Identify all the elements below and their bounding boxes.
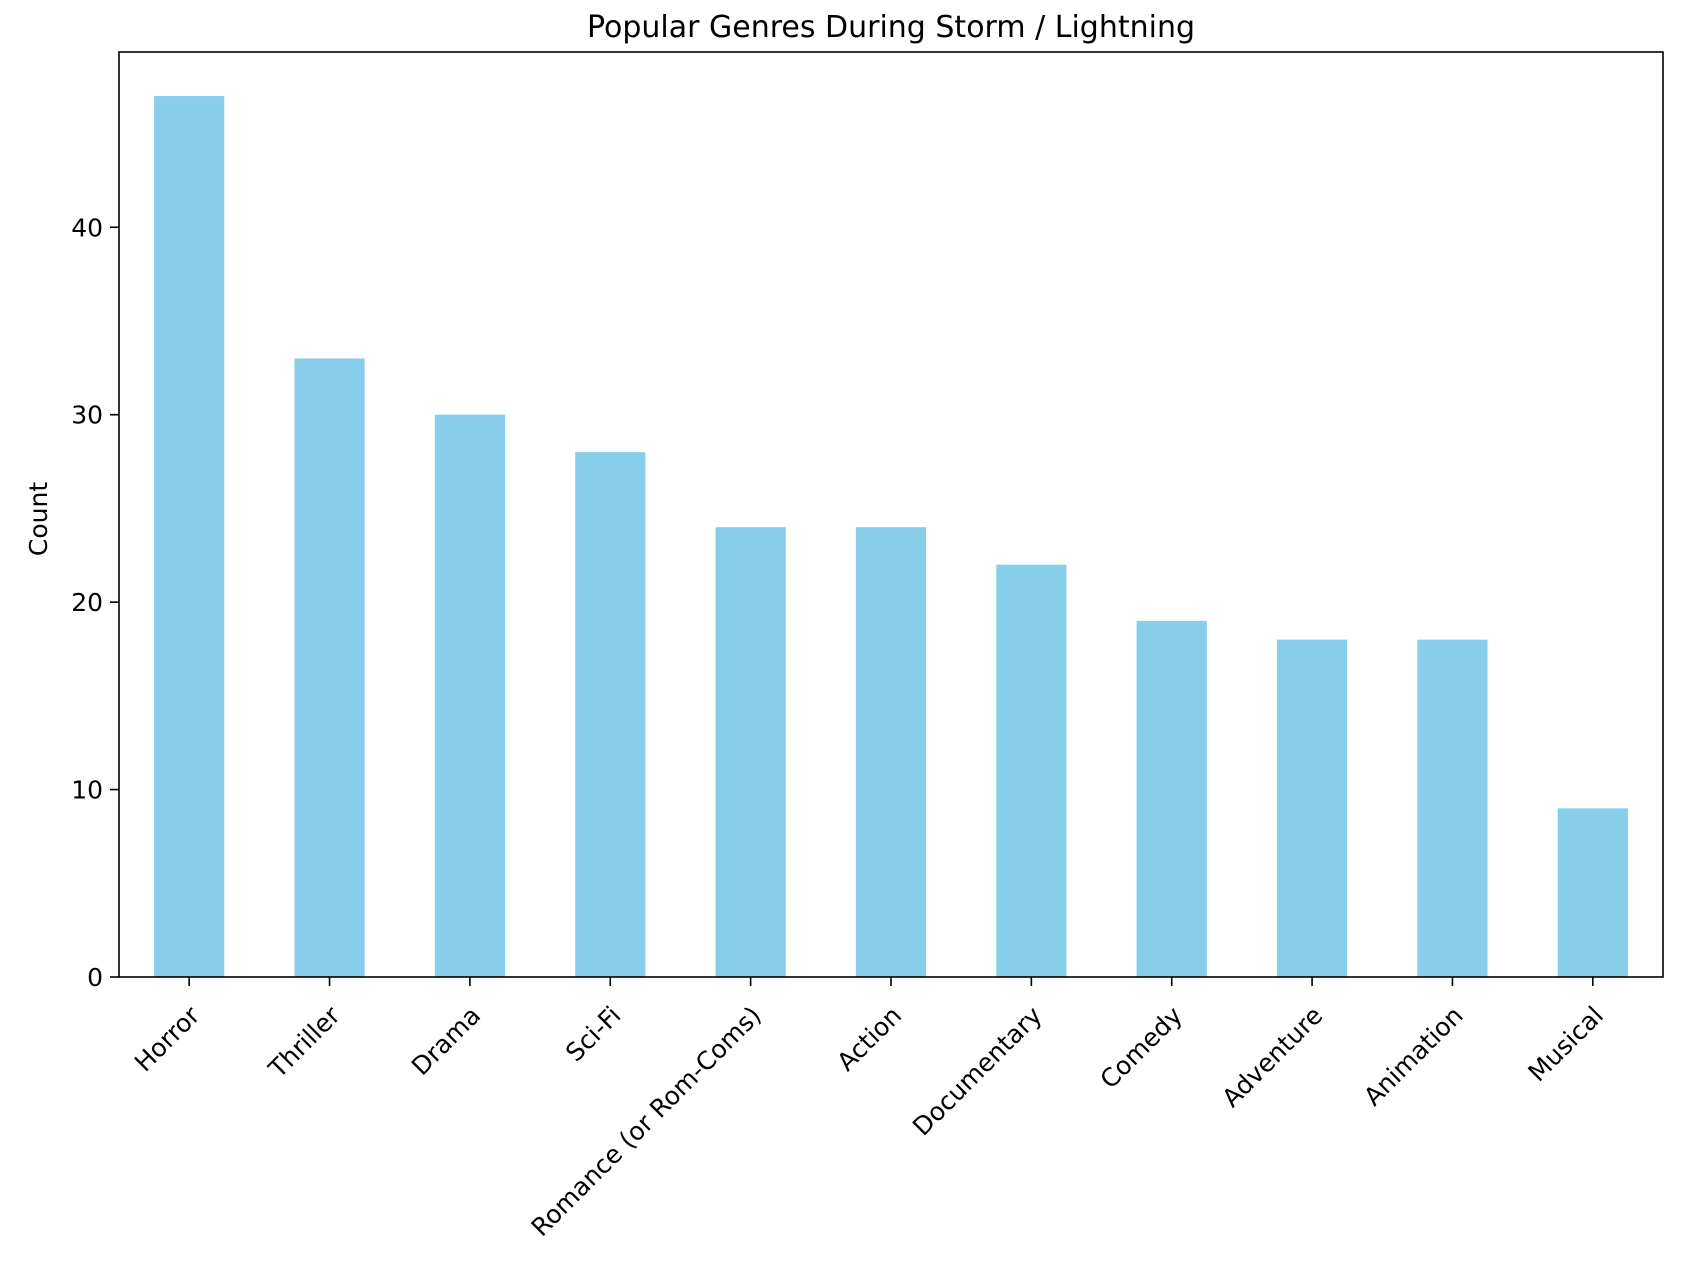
bar-horror	[154, 96, 225, 978]
x-tick-label: Horror	[129, 1000, 206, 1077]
bars-group	[154, 96, 1628, 978]
bar-thriller	[294, 358, 365, 977]
y-tick-label: 30	[71, 401, 103, 430]
bar-comedy	[1136, 620, 1207, 977]
bar-documentary	[996, 564, 1067, 977]
bar-action	[855, 527, 927, 977]
y-axis-label: Count	[24, 482, 53, 556]
x-tick-label: Comedy	[1095, 1001, 1189, 1095]
bar-musical	[1557, 808, 1628, 977]
bar-animation	[1417, 639, 1488, 977]
x-tick-label: Thriller	[262, 1000, 346, 1084]
x-tick-label: Documentary	[907, 1001, 1048, 1142]
x-tick-label: Sci-Fi	[560, 1001, 627, 1068]
x-tick-label: Drama	[406, 1001, 486, 1081]
bar-romance-or-rom-coms	[715, 527, 786, 977]
y-tick-label: 0	[87, 963, 103, 992]
y-tick-label: 20	[71, 588, 103, 617]
plot-area-frame	[118, 51, 1664, 978]
bar-drama	[434, 414, 505, 978]
bar-adventure	[1277, 639, 1348, 977]
bar-sci-fi	[575, 452, 646, 977]
x-tick-label: Adventure	[1216, 1001, 1328, 1113]
y-tick-label: 10	[71, 776, 103, 805]
y-axis-ticks: 0 10 20 30 40	[71, 213, 119, 992]
chart-title: Popular Genres During Storm / Lightning	[587, 10, 1195, 45]
x-tick-label: Action	[831, 1001, 907, 1077]
x-tick-label: Animation	[1358, 1001, 1469, 1112]
y-tick-label: 40	[71, 213, 103, 242]
x-tick-label: Musical	[1523, 1001, 1610, 1088]
x-tick-label: Romance (or Rom-Coms)	[526, 1001, 767, 1242]
